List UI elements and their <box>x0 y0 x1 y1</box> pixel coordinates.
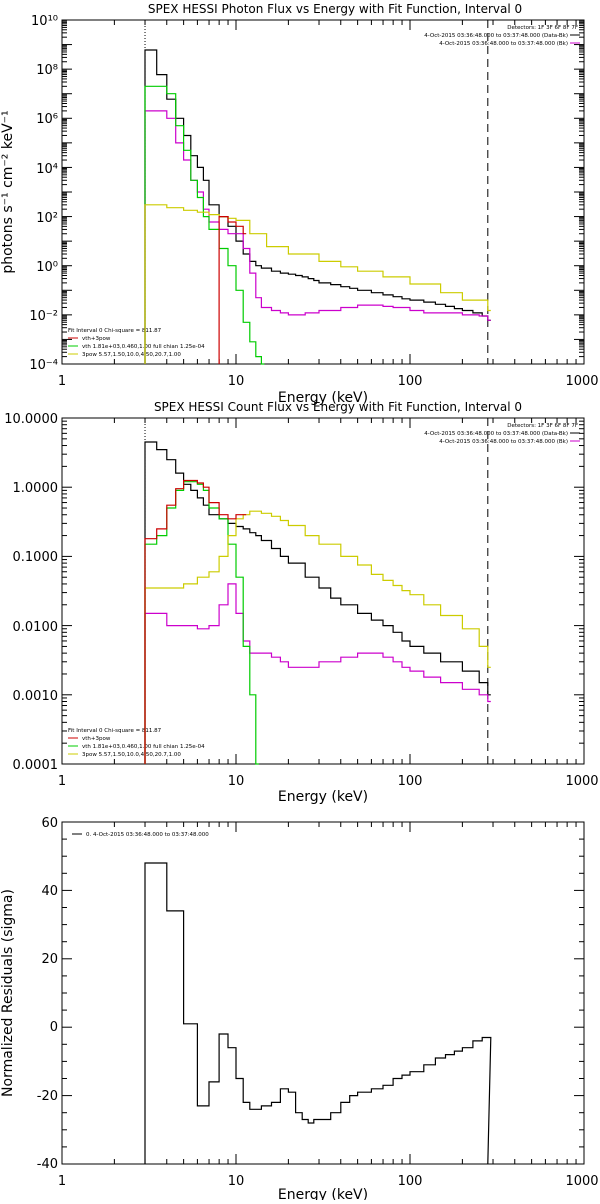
y-tick-label: 10² <box>36 211 58 226</box>
y-tick-label: 20 <box>41 952 58 967</box>
y-axis-label: Normalized Residuals (sigma) <box>0 889 16 1097</box>
series-vth-3pow-line <box>218 216 247 364</box>
y-tick-label: 10⁴ <box>36 162 58 177</box>
y-tick-label: 1.0000 <box>13 481 59 496</box>
count-flux-panel: SPEX HESSI Count Flux vs Energy with Fit… <box>4 400 598 805</box>
y-tick-label: -20 <box>37 1089 58 1104</box>
plot-frame <box>61 19 585 365</box>
chart-marks <box>61 20 584 1165</box>
x-tick-label: 1000 <box>565 774 598 789</box>
chart-title: SPEX HESSI Photon Flux vs Energy with Fi… <box>148 2 522 16</box>
series-data-bk-line <box>144 441 491 764</box>
fit-legend-3pow: 3pow 5.57,1.50,10.0,4.50,20.7,1.00 <box>82 752 181 758</box>
x-tick-label: 10 <box>228 774 245 789</box>
series-bk-line <box>144 583 491 764</box>
legend-detectors: Detectors: 1F 3F 6F 8F 7F <box>507 423 578 429</box>
panel-2-marks <box>61 821 584 1165</box>
series-data-bk-line <box>144 49 491 364</box>
y-tick-label: 10⁻² <box>29 309 58 324</box>
fit-legend: Fit Interval 0 Chi-square = 811.87 vth+3… <box>68 728 205 758</box>
photon-flux-panel: SPEX HESSI Photon Flux vs Energy with Fi… <box>0 2 599 406</box>
series-0--line <box>144 862 492 1165</box>
y-axis-label: photons s⁻¹ cm⁻² keV⁻¹ <box>0 110 16 273</box>
plot-frame <box>61 821 585 1165</box>
y-tick-label: 60 <box>41 816 58 831</box>
fit-interval-text: Fit Interval 0 Chi-square = 811.87 <box>68 728 162 734</box>
fit-interval-text: Fit Interval 0 Chi-square = 811.87 <box>68 328 162 334</box>
fit-legend: Fit Interval 0 Chi-square = 811.87 vth+3… <box>68 328 205 358</box>
detector-legend: Detectors: 1F 3F 6F 8F 7F 4-Oct-2015 03:… <box>424 423 580 445</box>
legend-data-bk: 4-Oct-2015 03:36:48.000 to 03:37:48.000 … <box>424 431 568 437</box>
y-tick-label: 0.0010 <box>13 689 59 704</box>
residuals-panel: 1 10 100 1000 Energy (keV) -40 -20 0 20 … <box>0 816 599 1203</box>
y-tick-label: 0.0001 <box>13 758 59 773</box>
x-tick-label: 1 <box>58 774 66 789</box>
y-tick-label: 10⁶ <box>36 112 58 127</box>
series-vth-line <box>144 481 259 765</box>
y-tick-label: -40 <box>37 1157 58 1172</box>
x-tick-label: 100 <box>398 774 423 789</box>
x-tick-label: 10 <box>228 1174 245 1189</box>
series-vth-3pow-line <box>144 479 247 764</box>
panel-1-marks <box>61 418 584 765</box>
series-bk-line <box>144 110 491 364</box>
residual-legend-text: 0. 4-Oct-2015 03:36:48.000 to 03:37:48.0… <box>86 832 209 838</box>
x-tick-label: 1000 <box>565 374 598 389</box>
legend-detectors: Detectors: 1F 3F 6F 8F 7F <box>507 25 578 31</box>
y-tick-label: 10⁰ <box>36 260 58 275</box>
x-tick-label: 10 <box>228 374 245 389</box>
panel-0-marks <box>61 20 584 365</box>
y-tick-label: 40 <box>41 884 58 899</box>
fit-legend-vth: vth 1.81e+03,0.460,1.00 full chian 1.25e… <box>82 344 205 350</box>
series-3pow-line <box>144 204 491 364</box>
chart-title: SPEX HESSI Count Flux vs Energy with Fit… <box>154 400 522 414</box>
fit-legend-vth: vth 1.81e+03,0.460,1.00 full chian 1.25e… <box>82 744 205 750</box>
legend-bk: 4-Oct-2015 03:36:48.000 to 03:37:48.000 … <box>439 41 568 47</box>
fit-legend-vth-3pow: vth+3pow <box>82 736 111 742</box>
x-tick-label: 100 <box>398 374 423 389</box>
plot-frame <box>61 417 585 765</box>
y-tick-label: 0.1000 <box>13 550 59 565</box>
fit-legend-vth-3pow: vth+3pow <box>82 336 111 342</box>
legend-data-bk: 4-Oct-2015 03:36:48.000 to 03:37:48.000 … <box>424 33 568 39</box>
legend-bk: 4-Oct-2015 03:36:48.000 to 03:37:48.000 … <box>439 439 568 445</box>
y-tick-label: 0.0100 <box>13 620 59 635</box>
y-tick-label: 10¹⁰ <box>31 14 58 29</box>
y-tick-label: 0 <box>50 1020 58 1035</box>
x-tick-label: 1000 <box>565 1174 598 1189</box>
x-axis-label: Energy (keV) <box>278 1187 368 1200</box>
x-axis-label: Energy (keV) <box>278 789 368 805</box>
y-tick-label: 10.0000 <box>4 412 58 427</box>
x-tick-label: 1 <box>58 374 66 389</box>
fit-legend-3pow: 3pow 5.57,1.50,10.0,4.50,20.7,1.00 <box>82 352 181 358</box>
x-tick-label: 100 <box>398 1174 423 1189</box>
series-3pow-line <box>144 510 491 764</box>
detector-legend: Detectors: 1F 3F 6F 8F 7F 4-Oct-2015 03:… <box>424 25 580 47</box>
x-tick-label: 1 <box>58 1174 66 1189</box>
y-tick-label: 10⁸ <box>36 63 58 78</box>
y-tick-label: 10⁻⁴ <box>29 358 58 373</box>
series-vth-line <box>144 85 265 365</box>
x-axis-label: Energy (keV) <box>278 390 368 406</box>
